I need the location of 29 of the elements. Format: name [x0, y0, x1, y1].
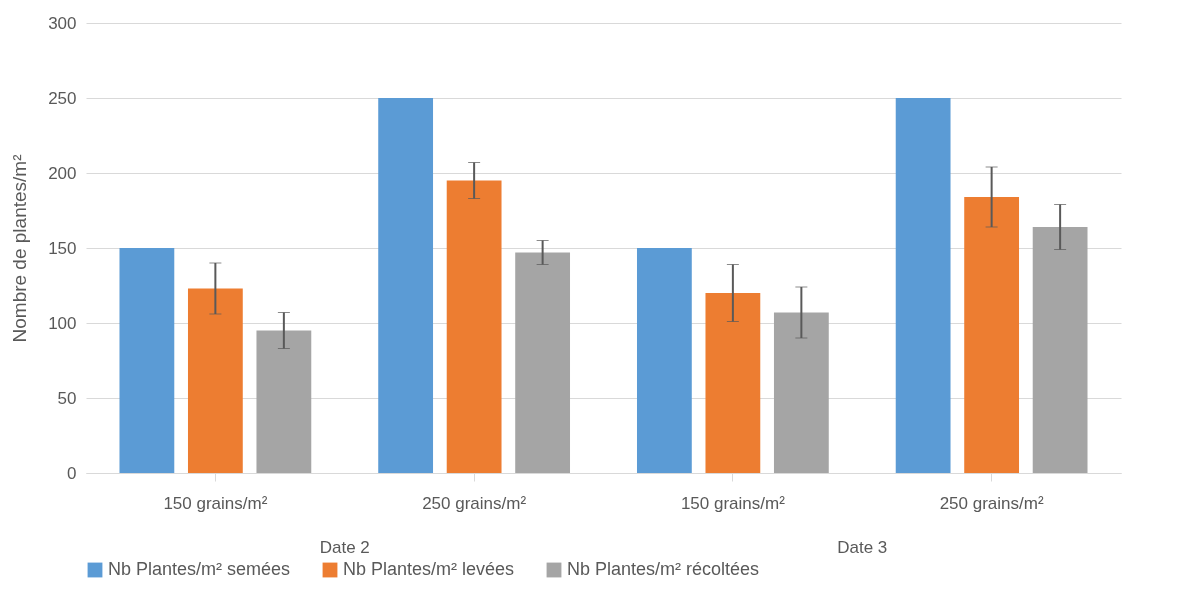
y-tick-label: 300 — [48, 13, 77, 33]
legend-label: Nb Plantes/m² semées — [108, 559, 291, 579]
x-tick-label: 250 grains/m² — [939, 493, 1044, 513]
x-tick-label: 150 grains/m² — [163, 493, 268, 513]
y-axis-title: Nombre de plantes/m² — [9, 154, 31, 343]
bar — [636, 248, 692, 473]
bar — [705, 293, 761, 473]
text: Date 2 — [319, 538, 370, 557]
x-tick-label: 250 grains/m² — [422, 493, 527, 513]
bar — [1032, 227, 1088, 473]
y-tick-label: 150 — [48, 238, 77, 258]
text: Date 3 — [837, 538, 888, 557]
bar — [895, 98, 951, 473]
bar — [446, 180, 502, 473]
bar — [256, 330, 312, 473]
bar — [773, 312, 829, 473]
bar — [515, 252, 571, 473]
y-tick-label: 250 — [48, 88, 77, 108]
legend-label: Nb Plantes/m² récoltées — [567, 559, 760, 579]
legend-label: Nb Plantes/m² levées — [343, 559, 515, 579]
bar — [119, 248, 175, 473]
bar — [378, 98, 434, 473]
bar — [187, 288, 243, 473]
y-tick-label: 0 — [67, 463, 77, 483]
x-tick-label: 150 grains/m² — [680, 493, 786, 513]
y-tick-label: 100 — [48, 313, 77, 333]
y-tick-label: 50 — [57, 388, 77, 408]
y-tick-label: 200 — [48, 163, 77, 183]
bar — [964, 197, 1020, 473]
